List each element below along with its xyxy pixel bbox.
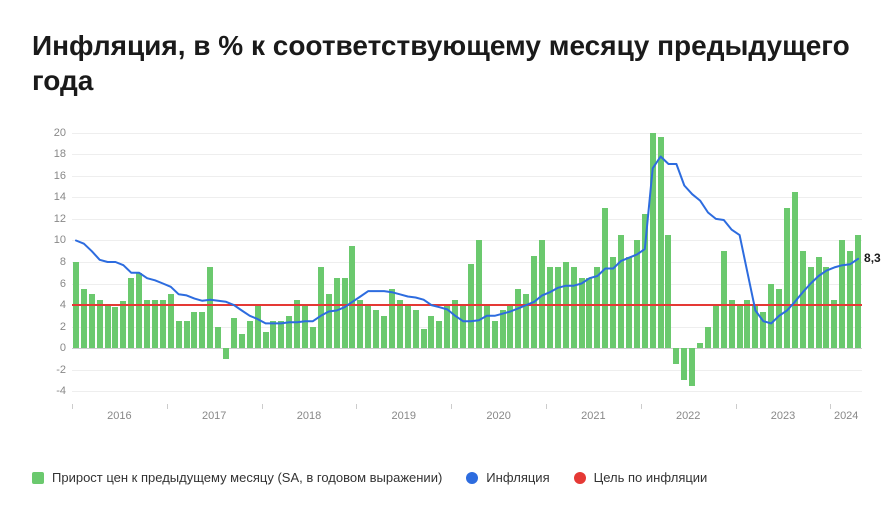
- x-tick: [451, 404, 452, 409]
- legend-item-line: Инфляция: [466, 470, 549, 485]
- y-tick-label: 16: [54, 170, 66, 182]
- y-tick-label: 8: [60, 256, 66, 268]
- x-tick-label: 2018: [297, 410, 321, 422]
- legend-swatch-line: [466, 472, 478, 484]
- legend-label-line: Инфляция: [486, 470, 549, 485]
- y-tick-label: 6: [60, 278, 66, 290]
- y-tick-label: 0: [60, 342, 66, 354]
- x-tick-label: 2017: [202, 410, 226, 422]
- x-tick-label: 2022: [676, 410, 700, 422]
- x-axis: 2016 2017 2018 2019 2020 2021 2022 2023 2024: [72, 404, 862, 424]
- y-tick-label: 20: [54, 127, 66, 139]
- x-tick: [736, 404, 737, 409]
- y-tick-label: 14: [54, 191, 66, 203]
- x-tick: [356, 404, 357, 409]
- y-axis: -4 -2 0 2 4 6 8 10 12 14 16 18 20: [32, 122, 70, 402]
- x-tick-label: 2016: [107, 410, 131, 422]
- y-tick-label: 4: [60, 299, 66, 311]
- x-tick-label: 2020: [486, 410, 510, 422]
- x-tick: [546, 404, 547, 409]
- x-tick-label: 2021: [581, 410, 605, 422]
- y-tick-label: 10: [54, 234, 66, 246]
- chart-title: Инфляция, в % к соответствующему месяцу …: [32, 28, 862, 98]
- legend-item-bars: Прирост цен к предыдущему месяцу (SA, в …: [32, 470, 442, 485]
- x-tick-label: 2023: [771, 410, 795, 422]
- x-tick: [262, 404, 263, 409]
- legend-label-bars: Прирост цен к предыдущему месяцу (SA, в …: [52, 470, 442, 485]
- y-tick-label: -4: [56, 385, 66, 397]
- y-tick-label: 18: [54, 148, 66, 160]
- end-value-label: 8,3: [864, 251, 881, 265]
- x-tick-label: 2024: [834, 410, 858, 422]
- chart-container: -4-202468101214161820 8,3 20162017201820…: [32, 122, 862, 442]
- legend-item-target: Цель по инфляции: [574, 470, 708, 485]
- x-tick: [167, 404, 168, 409]
- plot-area: 8,3: [72, 122, 862, 402]
- x-tick: [641, 404, 642, 409]
- x-tick: [72, 404, 73, 409]
- legend-swatch-target: [574, 472, 586, 484]
- legend-label-target: Цель по инфляции: [594, 470, 708, 485]
- legend-swatch-bars: [32, 472, 44, 484]
- y-tick-label: -2: [56, 364, 66, 376]
- x-tick: [830, 404, 831, 409]
- inflation-line: [72, 122, 862, 402]
- legend: Прирост цен к предыдущему месяцу (SA, в …: [32, 470, 862, 485]
- x-tick-label: 2019: [392, 410, 416, 422]
- y-tick-label: 12: [54, 213, 66, 225]
- y-tick-label: 2: [60, 321, 66, 333]
